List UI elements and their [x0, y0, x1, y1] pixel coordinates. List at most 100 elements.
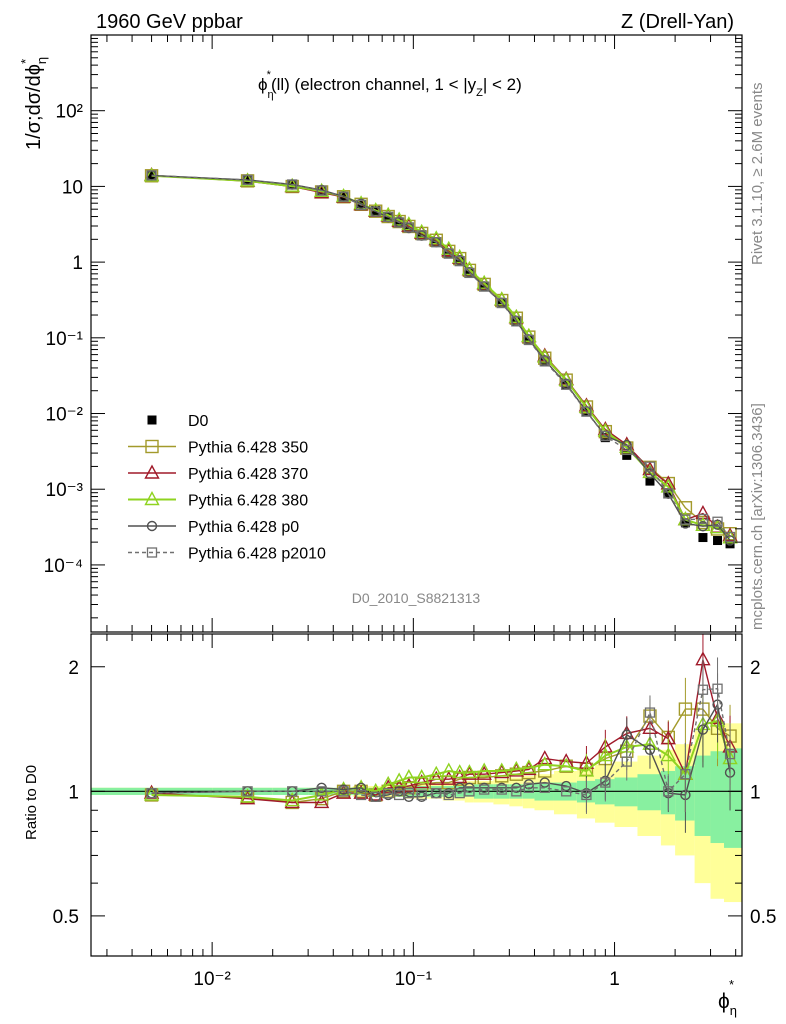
ratio-point: [680, 769, 691, 780]
data-point: [496, 297, 507, 309]
data-point: [464, 267, 475, 279]
ratio-y-tick-label-right: 1: [750, 782, 761, 803]
data-point: [680, 514, 691, 525]
ratio-point: [355, 782, 367, 793]
data-point: [338, 191, 349, 202]
ratio-point: [476, 765, 492, 780]
data-point: [383, 211, 394, 223]
data-point: [443, 248, 454, 259]
data-point: [644, 461, 656, 472]
data-point: [619, 438, 635, 453]
ratio-point: [452, 764, 468, 779]
main-plot: 10⁻⁴ 10⁻³ 10⁻² 10⁻¹ 1 10 10²: [44, 34, 743, 633]
ratio-point: [581, 789, 592, 801]
y-tick-label: 10²: [56, 102, 83, 123]
data-point: [147, 170, 157, 180]
ratio-point: [284, 793, 300, 809]
data-point: [725, 539, 735, 549]
ratio-marks: [91, 634, 742, 903]
ratio-point: [578, 762, 595, 777]
legend-marker: [145, 439, 159, 454]
data-point: [660, 478, 676, 493]
ratio-point: [660, 747, 676, 762]
data-point: [697, 521, 709, 532]
series-pythia-6-428-380: [143, 167, 738, 544]
data-point: [561, 379, 572, 390]
ratio-point: [461, 764, 478, 779]
data-point: [697, 513, 709, 525]
y-tick-label: 10⁻¹: [46, 329, 84, 350]
ratio-point: [393, 789, 405, 801]
ratio-point: [539, 777, 550, 788]
series-line: [151, 174, 731, 541]
uncertainty-band-inner: [637, 774, 661, 811]
ratio-point: [313, 793, 330, 809]
data-point: [143, 167, 160, 182]
ratio-point: [560, 780, 572, 792]
ratio-point: [146, 787, 157, 799]
data-point: [581, 406, 592, 417]
data-point: [645, 476, 655, 486]
ratio-point: [443, 789, 454, 801]
plot-title: ϕη*(ll) (electron channel, 1 < |yZ| < 2): [258, 69, 522, 101]
ratio-point: [644, 744, 656, 755]
ratio-point: [537, 756, 553, 771]
data-point: [403, 222, 415, 233]
legend-label: Pythia 6.428 370: [188, 466, 308, 483]
y-tick-label: 10⁻²: [46, 405, 84, 426]
ratio-point: [678, 702, 693, 716]
legend-label: Pythia 6.428 380: [188, 493, 308, 510]
ratio-point: [370, 791, 381, 802]
mcplots-label: mcplots.cern.ch [arXiv:1306.3436]: [749, 403, 766, 630]
ratio-point: [403, 787, 415, 799]
ratio-point: [383, 787, 394, 799]
legend-entry-pythia-6-428-p0: Pythia 6.428 p0: [128, 519, 299, 536]
header-right: Z (Drell-Yan): [621, 11, 734, 33]
main-axes: 10⁻⁴ 10⁻³ 10⁻² 10⁻¹ 1 10 10²: [44, 34, 742, 632]
ratio-point: [537, 750, 553, 765]
legend-label: Pythia 6.428 350: [188, 440, 308, 457]
ratio-point: [479, 784, 490, 795]
ratio-point: [413, 774, 430, 789]
ratio-y-tick-label-right: 0.5: [750, 907, 776, 928]
ratio-point: [242, 786, 253, 797]
data-point: [509, 311, 524, 325]
ratio-point: [521, 759, 537, 774]
ratio-point: [428, 770, 444, 785]
x-axis-label: ϕη*: [718, 977, 737, 1018]
ratio-point: [316, 786, 327, 797]
data-point: [712, 516, 723, 527]
ratio-point: [621, 756, 632, 767]
ratio-frame: [90, 633, 743, 957]
legend-entry-d0: D0: [147, 413, 209, 430]
legend-label: D0: [188, 413, 209, 430]
legend-label: Pythia 6.428 p2010: [188, 546, 326, 563]
data-point: [622, 450, 632, 460]
data-point: [713, 536, 723, 546]
ratio-point: [621, 729, 632, 740]
legend-entry-pythia-6-428-p2010: Pythia 6.428 p2010: [128, 546, 326, 563]
uncertainty-band-inner: [710, 751, 725, 844]
data-point: [523, 334, 534, 346]
series-pythia-6-428-p2010: [146, 170, 736, 543]
ratio-point: [287, 786, 298, 797]
legend-entry-pythia-6-428-370: Pythia 6.428 370: [128, 464, 308, 483]
analysis-id: D0_2010_S8821313: [352, 590, 481, 606]
data-point: [431, 237, 442, 248]
data-point: [242, 174, 253, 186]
ratio-point: [284, 792, 300, 807]
ratio-point: [597, 747, 614, 762]
data-point: [287, 179, 298, 190]
data-point: [355, 199, 367, 211]
x-tick-label: 10⁻¹: [395, 969, 433, 990]
ratio-point: [338, 786, 349, 797]
rivet-label: Rivet 3.1.10, ≥ 2.6M events: [749, 83, 766, 266]
uncertainty-band-inner: [724, 748, 742, 848]
ratio-point: [523, 782, 534, 793]
legend-marker: [144, 464, 160, 479]
data-point: [539, 356, 550, 367]
ratio-axes: 0.5 0.5 1 1 2 2 10⁻² 10⁻¹ 1: [53, 634, 776, 990]
ratio-point: [441, 762, 457, 777]
data-point: [663, 488, 674, 499]
data-point: [621, 444, 632, 456]
